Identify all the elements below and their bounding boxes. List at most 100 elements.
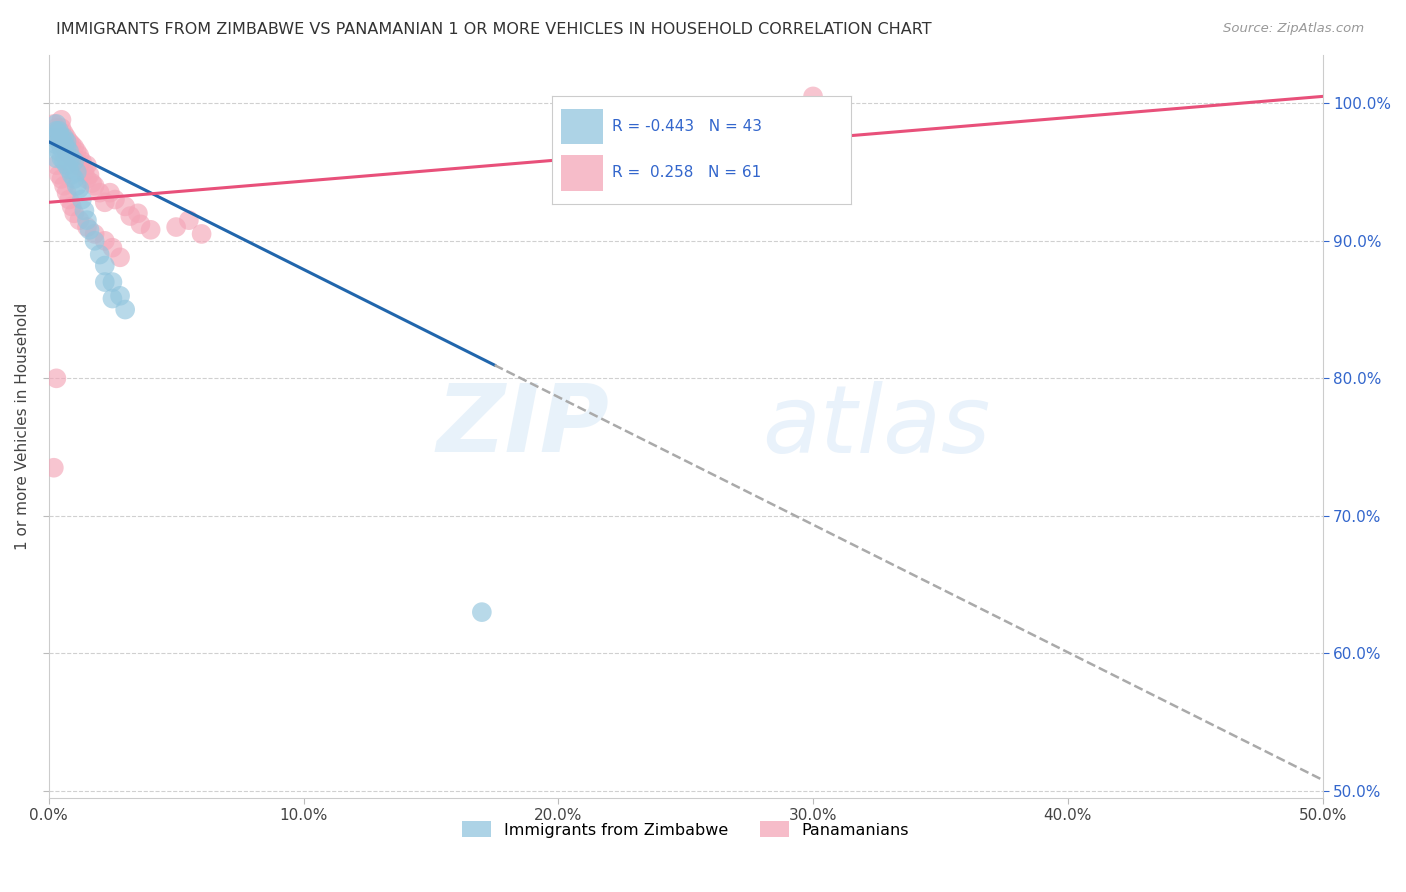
Point — [53, 127, 76, 141]
Point — [48, 168, 70, 182]
Point — [79, 223, 101, 237]
Point — [55, 186, 77, 200]
Point — [42, 117, 65, 131]
Point — [83, 178, 105, 193]
Point — [53, 145, 76, 159]
Point — [66, 145, 89, 159]
Point — [42, 130, 65, 145]
Point — [139, 223, 162, 237]
Point — [60, 148, 83, 162]
Point — [67, 181, 90, 195]
Point — [190, 227, 212, 241]
Point — [45, 117, 67, 131]
Point — [55, 130, 77, 145]
Point — [53, 137, 76, 152]
Point — [45, 158, 67, 172]
Point — [67, 158, 90, 172]
Point — [94, 275, 117, 289]
Point — [45, 371, 67, 385]
Point — [104, 193, 127, 207]
Point — [42, 460, 65, 475]
Point — [66, 154, 89, 169]
Point — [165, 220, 187, 235]
Point — [108, 250, 131, 264]
Point — [60, 137, 83, 152]
Point — [63, 151, 86, 165]
Point — [48, 124, 70, 138]
Point — [73, 203, 96, 218]
Point — [129, 217, 152, 231]
Point — [89, 247, 111, 261]
Text: Source: ZipAtlas.com: Source: ZipAtlas.com — [1223, 22, 1364, 36]
Point — [45, 124, 67, 138]
Point — [53, 178, 76, 193]
Point — [58, 193, 80, 207]
Point — [53, 130, 76, 145]
Point — [66, 165, 89, 179]
Point — [114, 302, 136, 317]
Point — [58, 145, 80, 159]
Point — [70, 154, 93, 169]
Point — [76, 213, 98, 227]
Point — [94, 259, 117, 273]
Point — [66, 178, 89, 193]
Point — [801, 89, 824, 103]
Point — [48, 135, 70, 149]
Point — [55, 145, 77, 159]
Point — [101, 241, 124, 255]
Point — [73, 165, 96, 179]
Point — [53, 154, 76, 169]
Point — [45, 151, 67, 165]
Point — [58, 154, 80, 169]
Point — [83, 227, 105, 241]
Point — [63, 206, 86, 220]
Point — [471, 605, 494, 619]
Point — [63, 140, 86, 154]
Point — [76, 172, 98, 186]
Point — [120, 209, 142, 223]
Text: IMMIGRANTS FROM ZIMBABWE VS PANAMANIAN 1 OR MORE VEHICLES IN HOUSEHOLD CORRELATI: IMMIGRANTS FROM ZIMBABWE VS PANAMANIAN 1… — [56, 22, 932, 37]
Point — [55, 140, 77, 154]
Point — [63, 158, 86, 172]
Point — [58, 135, 80, 149]
Point — [101, 275, 124, 289]
Text: ZIP: ZIP — [436, 381, 609, 473]
Point — [55, 135, 77, 149]
Point — [53, 140, 76, 154]
Point — [51, 140, 73, 154]
Point — [67, 148, 90, 162]
Point — [108, 289, 131, 303]
Point — [51, 172, 73, 186]
Point — [79, 168, 101, 182]
Point — [94, 195, 117, 210]
Point — [60, 168, 83, 182]
Point — [58, 162, 80, 177]
Point — [60, 151, 83, 165]
Point — [80, 176, 103, 190]
Point — [48, 124, 70, 138]
Point — [63, 172, 86, 186]
Point — [51, 135, 73, 149]
Point — [55, 158, 77, 172]
Point — [83, 234, 105, 248]
Point — [55, 151, 77, 165]
Point — [127, 206, 149, 220]
Point — [177, 213, 200, 227]
Point — [70, 193, 93, 207]
Point — [94, 234, 117, 248]
Point — [51, 121, 73, 136]
Point — [45, 121, 67, 136]
Point — [114, 199, 136, 213]
Point — [63, 154, 86, 169]
Point — [76, 158, 98, 172]
Point — [89, 186, 111, 200]
Point — [60, 199, 83, 213]
Point — [53, 132, 76, 146]
Point — [48, 130, 70, 145]
Point — [48, 145, 70, 159]
Point — [51, 151, 73, 165]
Point — [48, 127, 70, 141]
Point — [98, 186, 121, 200]
Point — [67, 213, 90, 227]
Point — [58, 145, 80, 159]
